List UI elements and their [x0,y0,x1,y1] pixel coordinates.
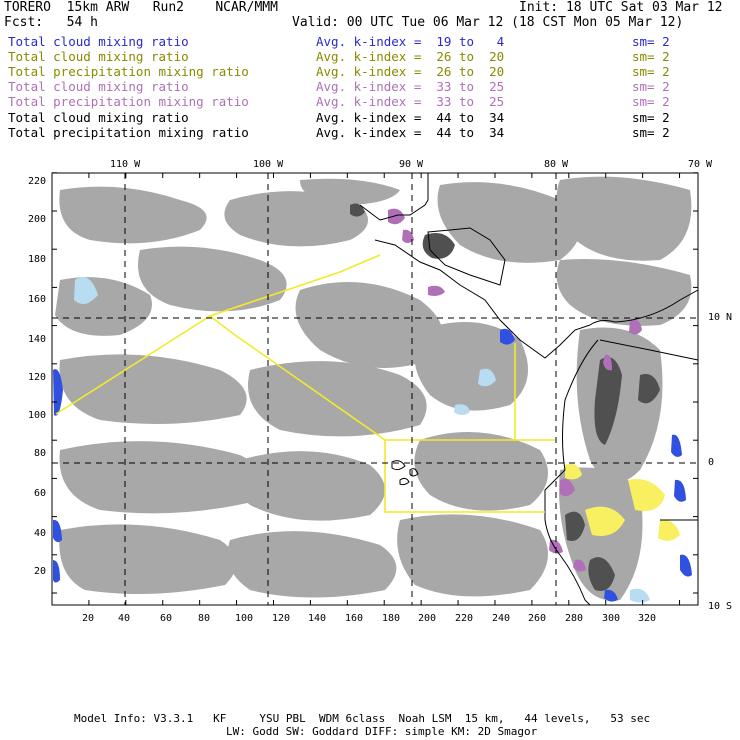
legend-field: Total cloud mixing ratio [8,79,189,94]
lon-label: 100 W [253,159,284,170]
x-grid-label: 80 [198,613,211,624]
lon-label: 80 W [544,159,569,170]
model-title: TORERO 15km ARW Run2 NCAR/MMM [4,0,278,15]
x-grid-label: 320 [638,613,657,624]
physics-info: LW: Godd SW: Goddard DIFF: simple KM: 2D… [226,725,538,738]
lat-label: 10 N [708,312,733,323]
legend-smoothing: sm= 2 [632,110,670,125]
forecast-hour: Fcst: 54 h [4,15,98,30]
legend-smoothing: sm= 2 [632,49,670,64]
y-grid-label: 40 [34,528,47,539]
model-info: Model Info: V3.3.1 KF YSU PBL WDM 6class… [74,712,651,725]
legend-smoothing: sm= 2 [632,34,670,49]
y-grid-label: 140 [28,334,47,345]
legend-smoothing: sm= 2 [632,94,670,109]
valid-time: Valid: 00 UTC Tue 06 Mar 12 (18 CST Mon … [292,15,684,30]
y-grid-label: 120 [28,372,47,383]
init-time: Init: 18 UTC Sat 03 Mar 12 [519,0,723,15]
legend-index: Avg. k-index = 44 to 34 [316,125,505,140]
map-frame [51,172,699,606]
cloud-blue [53,328,692,602]
cloud-field [55,176,692,601]
x-grid-label: 40 [118,613,131,624]
x-grid-label: 160 [345,613,364,624]
lon-label: 110 W [110,159,141,170]
legend-smoothing: sm= 2 [632,79,670,94]
legend-field: Total precipitation mixing ratio [8,64,249,79]
lat-lon-grid [52,173,698,605]
x-grid-label: 20 [82,613,95,624]
x-grid-label: 120 [272,613,291,624]
legend-field: Total cloud mixing ratio [8,49,189,64]
y-grid-label: 20 [34,566,47,577]
x-grid-label: 260 [528,613,547,624]
y-grid-label: 180 [28,254,47,265]
y-grid-label: 200 [28,214,47,225]
legend-index: Avg. k-index = 33 to 25 [316,79,505,94]
legend-smoothing: sm= 2 [632,64,670,79]
x-grid-label: 240 [492,613,511,624]
x-grid-label: 100 [235,613,254,624]
x-grid-label: 140 [308,613,327,624]
lon-label: 70 W [688,159,713,170]
y-grid-label: 80 [34,448,47,459]
legend-field: Total cloud mixing ratio [8,110,189,125]
y-grid-label: 100 [28,410,47,421]
x-grid-label: 300 [602,613,621,624]
y-grid-label: 60 [34,488,47,499]
domain-boundary [55,254,555,513]
lon-label: 90 W [399,159,424,170]
precipitation-yellow [565,463,680,541]
legend-field: Total precipitation mixing ratio [8,125,249,140]
x-grid-label: 180 [382,613,401,624]
frame-ticks [51,172,698,605]
legend-index: Avg. k-index = 26 to 20 [316,49,505,64]
legend-field: Total cloud mixing ratio [8,34,189,49]
lat-label: 10 S [708,601,733,612]
y-grid-label: 220 [28,176,47,187]
y-grid-label: 160 [28,294,47,305]
x-grid-label: 220 [455,613,474,624]
lat-label: 0 [708,457,715,468]
cloud-light-blue [74,277,650,603]
legend-index: Avg. k-index = 33 to 25 [316,94,505,109]
legend-index: Avg. k-index = 19 to 4 [316,34,505,49]
x-grid-label: 200 [418,613,437,624]
legend-field: Total precipitation mixing ratio [8,94,249,109]
x-grid-label: 280 [565,613,584,624]
deep-convection [350,203,660,591]
precipitation-purple [388,208,642,572]
x-grid-label: 60 [160,613,173,624]
coastline [359,173,699,606]
legend-smoothing: sm= 2 [632,125,670,140]
legend-index: Avg. k-index = 44 to 34 [316,110,505,125]
legend-index: Avg. k-index = 26 to 20 [316,64,505,79]
